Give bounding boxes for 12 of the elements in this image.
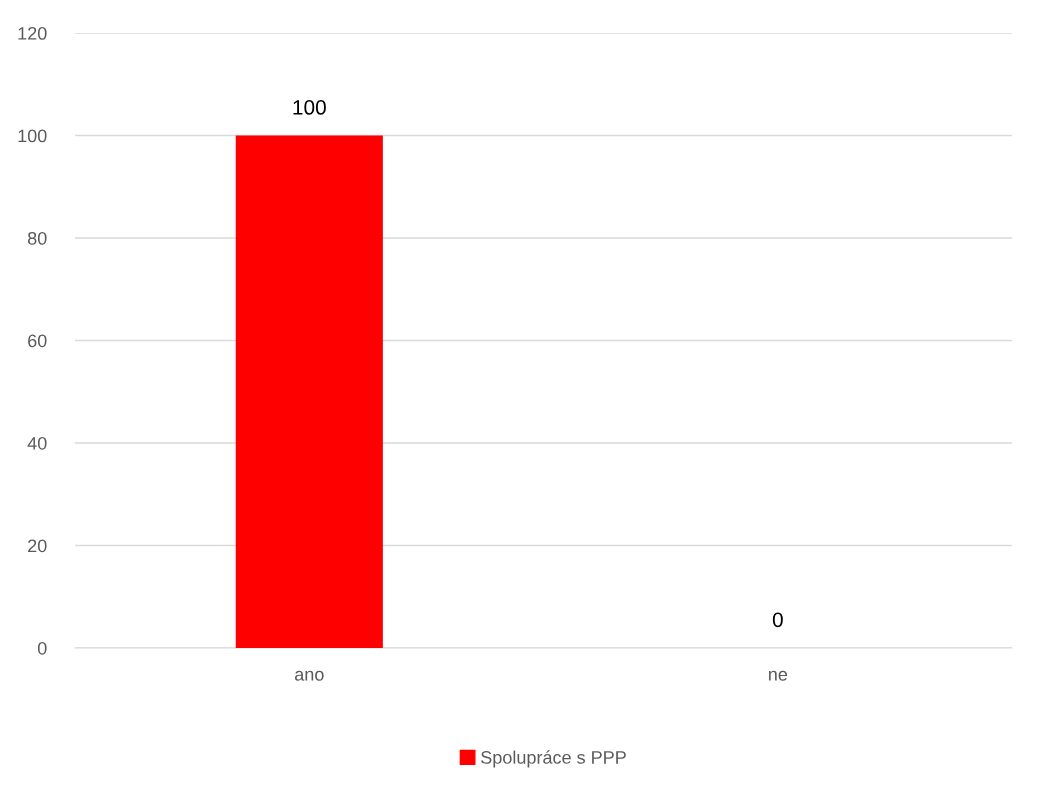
y-tick-label: 60	[28, 334, 47, 348]
data-label: 100	[293, 100, 326, 115]
y-tick-label: 80	[27, 231, 47, 245]
y-tick-label: 100	[18, 129, 47, 143]
x-tick-label: ne	[769, 670, 788, 681]
legend-label: Spolupráce s PPP	[481, 750, 626, 768]
y-tick-label: 120	[18, 26, 47, 40]
x-tick-label: ano	[295, 670, 324, 681]
y-tick-label: 40	[27, 436, 47, 450]
y-tick-label: 0	[37, 641, 47, 655]
data-label: 0	[772, 612, 783, 628]
y-tick-label: 20	[28, 539, 47, 553]
